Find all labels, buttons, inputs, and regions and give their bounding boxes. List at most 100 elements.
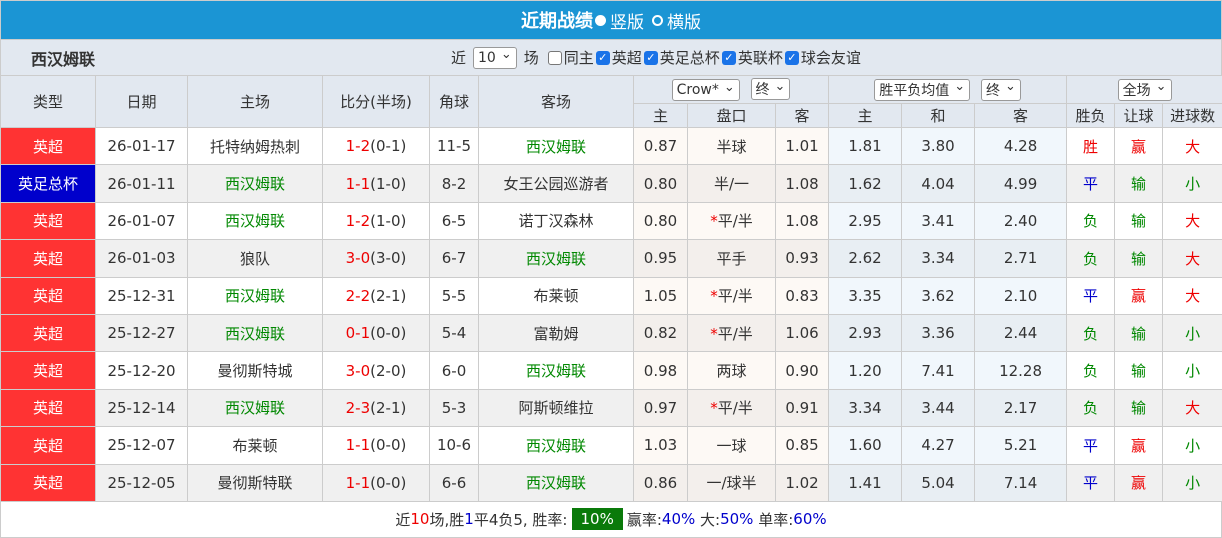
ah-away-odds: 0.91 bbox=[776, 389, 829, 426]
ah-line-text: 平/半 bbox=[718, 399, 753, 417]
eu-type-select[interactable]: 胜平负均值 bbox=[874, 79, 970, 101]
score[interactable]: 1-1(1-0) bbox=[323, 165, 430, 202]
eu-away-odds: 12.28 bbox=[975, 352, 1067, 389]
eu-draw-odds: 3.36 bbox=[902, 314, 975, 351]
home-team[interactable]: 托特纳姆热刺 bbox=[188, 128, 323, 165]
league-badge[interactable]: 英超 bbox=[1, 427, 96, 464]
radio-horizontal[interactable] bbox=[652, 15, 663, 26]
checkbox-label[interactable]: 英联杯 bbox=[738, 47, 783, 68]
league-badge[interactable]: 英超 bbox=[1, 314, 96, 351]
checkbox-1[interactable]: ✓ bbox=[596, 51, 610, 65]
ah-line: *平/半 bbox=[688, 277, 776, 314]
corners: 10-6 bbox=[430, 427, 479, 464]
away-team[interactable]: 西汉姆联 bbox=[479, 427, 634, 464]
handicap-result: 赢 bbox=[1115, 427, 1163, 464]
score[interactable]: 3-0(2-0) bbox=[323, 352, 430, 389]
league-badge[interactable]: 英超 bbox=[1, 277, 96, 314]
away-team[interactable]: 富勒姆 bbox=[479, 314, 634, 351]
away-team[interactable]: 西汉姆联 bbox=[479, 240, 634, 277]
league-badge[interactable]: 英超 bbox=[1, 352, 96, 389]
table-row: 英超 25-12-05 曼彻斯特联 1-1(0-0) 6-6 西汉姆联 0.86… bbox=[1, 464, 1222, 501]
page-header: 近期战绩 竖版 横版 bbox=[0, 0, 1222, 40]
league-badge[interactable]: 英足总杯 bbox=[1, 165, 96, 202]
ah-stage-select[interactable]: 终 bbox=[751, 78, 791, 100]
score[interactable]: 1-2(1-0) bbox=[323, 202, 430, 239]
away-team[interactable]: 阿斯顿维拉 bbox=[479, 389, 634, 426]
goals-result: 大 bbox=[1163, 389, 1222, 426]
full-score: 1-1 bbox=[346, 175, 371, 193]
checkbox-0[interactable] bbox=[548, 51, 562, 65]
home-team[interactable]: 狼队 bbox=[188, 240, 323, 277]
checkbox-label[interactable]: 英足总杯 bbox=[660, 47, 720, 68]
ah-line: 两球 bbox=[688, 352, 776, 389]
range-select[interactable]: 全场 bbox=[1118, 79, 1172, 101]
summary-text: 场,胜 bbox=[429, 509, 464, 530]
score[interactable]: 1-1(0-0) bbox=[323, 427, 430, 464]
page-title: 近期战绩 bbox=[521, 7, 593, 33]
half-score: (0-0) bbox=[370, 324, 406, 342]
score[interactable]: 0-1(0-0) bbox=[323, 314, 430, 351]
ah-line-text: 平/半 bbox=[718, 287, 753, 305]
checkbox-label[interactable]: 英超 bbox=[612, 47, 642, 68]
filter-bar: 西汉姆联 近 10 场 同主✓英超✓英足总杯✓英联杯✓球会友谊 bbox=[0, 40, 1222, 75]
odd-rate: 60% bbox=[793, 510, 826, 528]
score[interactable]: 2-2(2-1) bbox=[323, 277, 430, 314]
ah-line: 平手 bbox=[688, 240, 776, 277]
radio-vertical-label[interactable]: 竖版 bbox=[610, 8, 644, 33]
radio-vertical[interactable] bbox=[595, 15, 606, 26]
checkbox-label[interactable]: 同主 bbox=[564, 47, 594, 68]
home-team[interactable]: 曼彻斯特联 bbox=[188, 464, 323, 501]
col-eu-draw: 和 bbox=[902, 104, 975, 128]
score[interactable]: 3-0(3-0) bbox=[323, 240, 430, 277]
corners: 6-6 bbox=[430, 464, 479, 501]
away-team[interactable]: 西汉姆联 bbox=[479, 128, 634, 165]
home-team[interactable]: 西汉姆联 bbox=[188, 165, 323, 202]
match-date: 26-01-11 bbox=[96, 165, 188, 202]
count-select[interactable]: 10 bbox=[473, 47, 517, 69]
match-date: 26-01-17 bbox=[96, 128, 188, 165]
league-badge[interactable]: 英超 bbox=[1, 464, 96, 501]
ah-away-odds: 1.08 bbox=[776, 165, 829, 202]
full-score: 3-0 bbox=[346, 362, 371, 380]
col-ah-home: 主 bbox=[634, 104, 688, 128]
league-badge[interactable]: 英超 bbox=[1, 128, 96, 165]
score[interactable]: 2-3(2-1) bbox=[323, 389, 430, 426]
home-team[interactable]: 布莱顿 bbox=[188, 427, 323, 464]
team-name: 西汉姆联 bbox=[31, 46, 95, 70]
away-team[interactable]: 西汉姆联 bbox=[479, 464, 634, 501]
home-team[interactable]: 西汉姆联 bbox=[188, 314, 323, 351]
home-team[interactable]: 西汉姆联 bbox=[188, 389, 323, 426]
away-team[interactable]: 女王公园巡游者 bbox=[479, 165, 634, 202]
score[interactable]: 1-2(0-1) bbox=[323, 128, 430, 165]
away-team[interactable]: 诺丁汉森林 bbox=[479, 202, 634, 239]
score[interactable]: 1-1(0-0) bbox=[323, 464, 430, 501]
summary-count: 10 bbox=[410, 510, 429, 528]
records-table: 类型 日期 主场 比分(半场) 角球 客场 Crow* 终 胜平负均值 终 全场… bbox=[0, 75, 1222, 502]
summary-text: 大: bbox=[700, 509, 720, 530]
league-badge[interactable]: 英超 bbox=[1, 202, 96, 239]
away-team[interactable]: 布莱顿 bbox=[479, 277, 634, 314]
half-score: (2-0) bbox=[370, 362, 406, 380]
eu-stage-select[interactable]: 终 bbox=[981, 79, 1021, 101]
radio-horizontal-label[interactable]: 横版 bbox=[667, 8, 701, 33]
match-date: 25-12-31 bbox=[96, 277, 188, 314]
home-team[interactable]: 曼彻斯特城 bbox=[188, 352, 323, 389]
col-date: 日期 bbox=[96, 76, 188, 128]
checkbox-label[interactable]: 球会友谊 bbox=[801, 47, 861, 68]
checkbox-4[interactable]: ✓ bbox=[785, 51, 799, 65]
home-team[interactable]: 西汉姆联 bbox=[188, 202, 323, 239]
away-team[interactable]: 西汉姆联 bbox=[479, 352, 634, 389]
checkbox-2[interactable]: ✓ bbox=[644, 51, 658, 65]
ah-company-select[interactable]: Crow* bbox=[672, 79, 740, 101]
eu-selects: 胜平负均值 终 bbox=[829, 76, 1067, 104]
half-score: (0-0) bbox=[370, 436, 406, 454]
league-badge[interactable]: 英超 bbox=[1, 389, 96, 426]
match-date: 25-12-27 bbox=[96, 314, 188, 351]
ah-away-odds: 0.93 bbox=[776, 240, 829, 277]
checkbox-3[interactable]: ✓ bbox=[722, 51, 736, 65]
league-badge[interactable]: 英超 bbox=[1, 240, 96, 277]
home-team[interactable]: 西汉姆联 bbox=[188, 277, 323, 314]
goals-result: 大 bbox=[1163, 128, 1222, 165]
eu-away-odds: 2.40 bbox=[975, 202, 1067, 239]
match-date: 26-01-07 bbox=[96, 202, 188, 239]
